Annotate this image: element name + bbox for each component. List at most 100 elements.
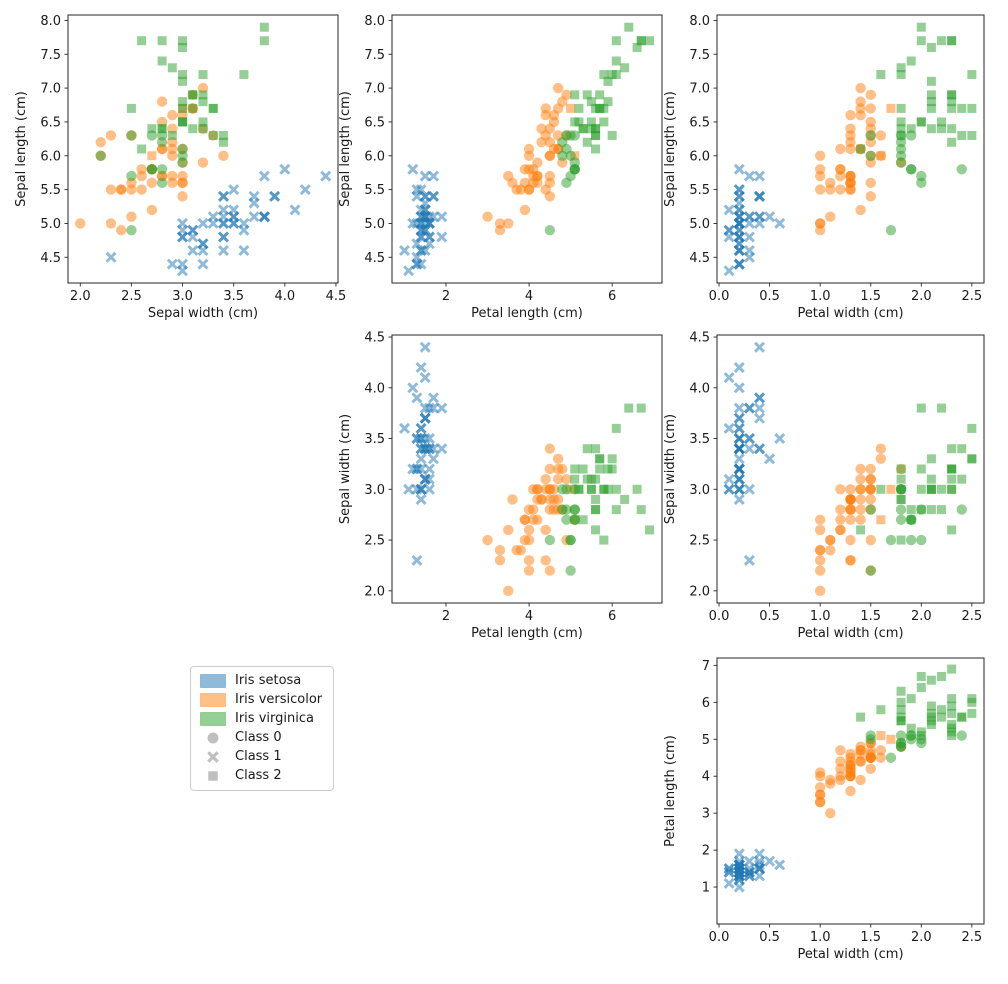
data-point-square (937, 403, 947, 413)
data-point-circle (532, 484, 543, 495)
legend-color-patch (200, 712, 226, 726)
data-point-square (582, 474, 592, 484)
y-tick-label: 4.5 (689, 331, 710, 346)
data-point-x (228, 217, 240, 229)
data-point-square (582, 90, 592, 100)
legend-label: Iris setosa (235, 673, 302, 688)
data-point-square (586, 97, 596, 107)
data-point-square (599, 535, 609, 545)
data-point-x (723, 372, 735, 384)
data-point-x (415, 245, 427, 256)
data-point-circle (548, 484, 560, 495)
data-point-circle (569, 514, 580, 525)
x-tick-label: 2 (442, 609, 450, 624)
points-layer (723, 664, 977, 893)
data-point-circle (540, 184, 551, 195)
data-point-x (419, 170, 431, 182)
data-point-x (733, 412, 745, 424)
y-tick-label: 7.5 (364, 48, 385, 63)
y-tick-label: 2.0 (689, 584, 710, 599)
versicolor-color-patch (200, 693, 226, 707)
data-point-square (947, 36, 957, 46)
x-tick-label: 2.5 (962, 930, 983, 945)
data-point-x (743, 217, 755, 229)
class-0-circle-marker-icon (200, 731, 226, 745)
data-point-square (611, 505, 621, 515)
data-point-square (926, 124, 936, 134)
data-point-circle (557, 484, 568, 495)
data-point-square (178, 36, 188, 46)
data-point-circle (814, 585, 826, 597)
data-point-x (733, 362, 745, 373)
data-point-circle (523, 555, 535, 566)
data-point-square (916, 671, 926, 681)
data-point-square (645, 525, 655, 535)
data-point-circle (523, 524, 535, 536)
data-point-square (916, 505, 926, 515)
data-point-circle (557, 150, 568, 161)
data-point-circle (814, 514, 826, 525)
data-point-circle (865, 150, 876, 161)
data-point-circle (865, 484, 876, 495)
y-tick-label: 6.5 (689, 115, 710, 130)
data-point-square (167, 130, 177, 140)
data-point-square (586, 117, 596, 127)
data-point-square (896, 124, 906, 134)
data-point-circle (865, 473, 876, 485)
data-point-circle (865, 763, 876, 775)
y-tick-label: 4.0 (689, 381, 710, 396)
y-tick-label: 4.0 (364, 381, 385, 396)
data-point-x (754, 412, 765, 424)
data-point-square (947, 484, 957, 494)
data-point-x (754, 863, 765, 875)
data-point-square (188, 103, 198, 113)
data-point-circle (146, 204, 158, 216)
x-tick-label: 0.5 (759, 289, 780, 304)
data-point-circle (503, 585, 514, 597)
data-point-square (947, 464, 957, 474)
data-point-x (733, 422, 745, 434)
data-point-circle (167, 170, 178, 182)
data-point-x (733, 197, 745, 209)
data-point-circle (523, 184, 535, 195)
setosa-color-patch (200, 674, 226, 688)
y-tick-label: 3.0 (689, 483, 710, 498)
data-point-circle (167, 150, 178, 161)
data-point-circle (916, 737, 927, 749)
data-point-circle (814, 170, 826, 182)
data-point-square (896, 697, 906, 707)
data-point-circle (126, 130, 137, 141)
data-point-x (415, 422, 427, 434)
data-point-x (754, 341, 765, 353)
data-point-circle (855, 774, 866, 786)
data-point-x (411, 554, 423, 566)
data-point-x (166, 258, 178, 270)
data-point-square (947, 103, 957, 113)
data-point-x (197, 245, 209, 256)
x-axis-label: Petal length (cm) (471, 626, 583, 641)
data-point-x (218, 245, 229, 256)
data-point-x (403, 265, 415, 277)
y-tick-label: 3.0 (364, 483, 385, 498)
data-point-x (764, 453, 776, 465)
y-tick-label: 6.5 (364, 115, 385, 130)
data-point-square (167, 63, 177, 73)
x-tick-label: 4.0 (274, 289, 295, 304)
y-tick-label: 6 (702, 696, 710, 711)
data-point-circle (115, 225, 127, 236)
data-point-square (570, 464, 580, 474)
data-point-circle (865, 504, 876, 515)
data-point-circle (845, 767, 856, 778)
x-tick-label: 2.0 (70, 289, 91, 304)
data-point-circle (865, 103, 876, 114)
subplot-petal-width-vs-sepal-width: 0.0 0.5 1.0 1.5 2.0 2.5 2.0 2.5 3.0 3.5 4.0 4.5 Peta… (663, 331, 985, 641)
data-point-x (197, 258, 209, 270)
data-point-x (415, 453, 427, 465)
data-point-x (423, 231, 435, 243)
data-point-circle (536, 137, 547, 148)
data-point-circle (835, 524, 846, 536)
data-point-circle (855, 748, 866, 760)
data-point-square (599, 484, 609, 494)
data-point-x (733, 382, 745, 394)
